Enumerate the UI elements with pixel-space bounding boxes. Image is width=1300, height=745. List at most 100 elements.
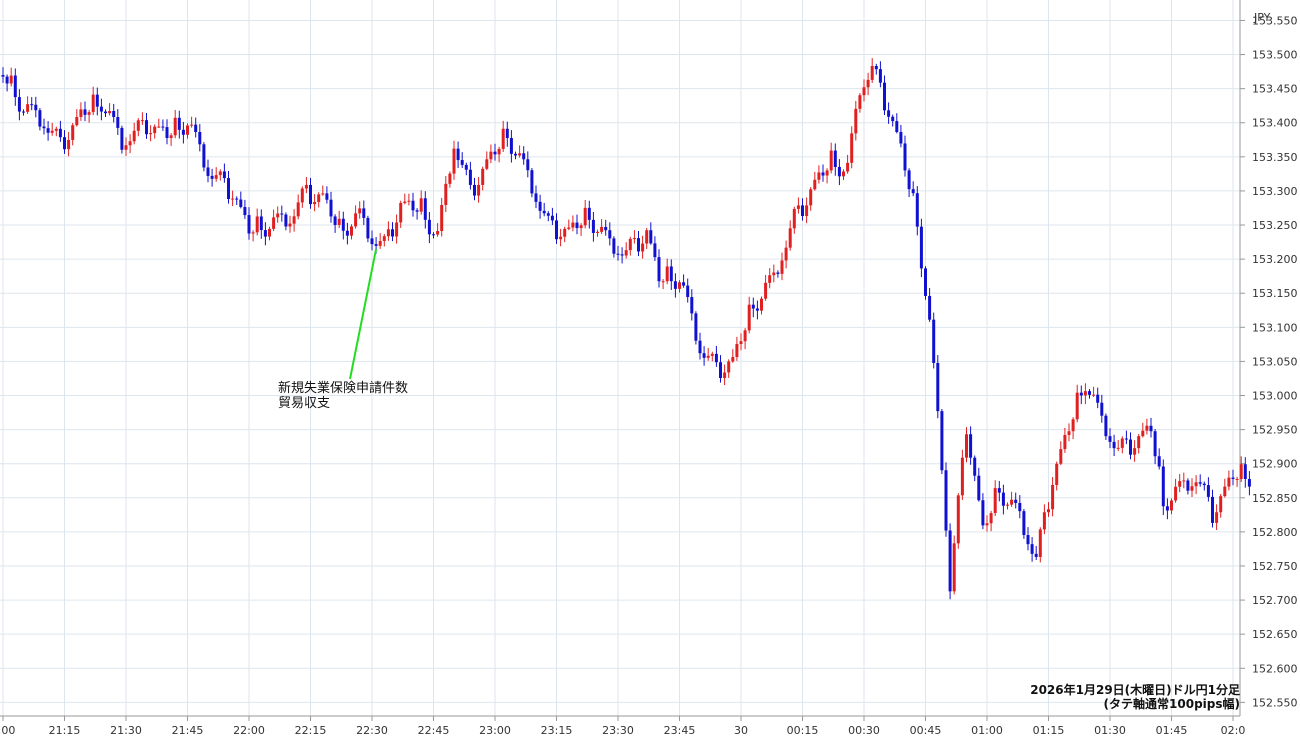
candle-body	[198, 132, 202, 145]
candle-body	[632, 238, 636, 240]
candle-body	[493, 151, 497, 155]
x-tick-label: 01:30	[1094, 724, 1126, 737]
candle-body	[300, 188, 304, 203]
candle-body	[251, 232, 255, 234]
candle-body	[973, 457, 977, 476]
candle-body	[1112, 441, 1116, 449]
candle-body	[944, 470, 948, 531]
candle-body	[341, 218, 345, 231]
candle-body	[915, 193, 919, 227]
x-tick-label: 01:45	[1156, 724, 1188, 737]
candle-body	[1157, 456, 1161, 467]
candle-body	[1079, 392, 1083, 396]
candle-body	[965, 434, 968, 458]
candle-body	[805, 205, 809, 217]
candle-body	[694, 313, 698, 341]
candle-body	[801, 205, 804, 217]
candle-body	[140, 120, 144, 122]
candle-body	[481, 168, 485, 185]
candle-body	[698, 340, 702, 354]
candle-body	[403, 201, 407, 203]
candle-body	[17, 97, 21, 112]
candle-body	[1235, 478, 1239, 480]
candle-body	[165, 127, 169, 139]
candle-body	[874, 66, 878, 70]
candle-body	[292, 216, 296, 224]
candle-body	[887, 110, 891, 117]
candle-body	[149, 133, 153, 135]
candle-body	[259, 216, 263, 231]
y-tick-label: 152.650	[1252, 628, 1298, 641]
candle-body	[83, 109, 87, 115]
candle-body	[739, 341, 743, 344]
x-tick-label: 00:15	[787, 724, 819, 737]
candle-body	[112, 111, 116, 118]
candle-body	[460, 160, 464, 165]
candle-body	[977, 475, 981, 501]
candle-body	[903, 143, 907, 171]
candle-body	[9, 75, 13, 84]
x-tick-label: 00:45	[910, 724, 942, 737]
candle-body	[54, 128, 58, 131]
candle-body	[345, 230, 349, 236]
candle-body	[1038, 529, 1042, 557]
candle-body	[104, 111, 107, 114]
candle-body	[895, 121, 899, 133]
candle-body	[928, 295, 932, 320]
candle-body	[1170, 500, 1173, 511]
candle-body	[116, 117, 120, 128]
candle-body	[608, 230, 612, 239]
candle-body	[1247, 478, 1251, 487]
candle-body	[362, 208, 366, 218]
candle-body	[218, 171, 222, 176]
candle-body	[969, 434, 973, 458]
candle-body	[309, 184, 312, 205]
y-tick-label: 153.550	[1252, 14, 1298, 27]
candle-body	[514, 153, 517, 156]
candle-body	[1063, 434, 1067, 450]
candle-body	[755, 308, 759, 311]
annotation-line-2: 貿易収支	[278, 396, 331, 411]
candle-body	[1223, 486, 1227, 497]
candle-body	[34, 104, 38, 111]
candle-body	[538, 201, 542, 211]
candle-body	[546, 213, 550, 216]
candle-body	[932, 319, 936, 363]
candle-body	[624, 250, 628, 256]
y-tick-label: 153.100	[1252, 321, 1298, 334]
x-tick-label: 23:15	[541, 724, 573, 737]
candle-body	[579, 225, 583, 229]
y-tick-label: 153.150	[1252, 287, 1298, 300]
candle-body	[374, 244, 378, 246]
candle-body	[1092, 394, 1096, 396]
candle-body	[1198, 482, 1202, 484]
candle-body	[1137, 436, 1141, 449]
candle-body	[366, 217, 370, 239]
candle-body	[136, 120, 140, 131]
candle-body	[837, 166, 841, 177]
candle-body	[255, 216, 259, 233]
candle-body	[1034, 553, 1038, 557]
candle-body	[555, 220, 558, 240]
y-tick-label: 153.050	[1252, 355, 1298, 368]
candle-body	[1174, 486, 1178, 501]
candle-body	[690, 297, 694, 314]
candle-body	[120, 127, 124, 150]
candle-body	[99, 106, 103, 112]
candle-body	[661, 281, 665, 283]
candle-body	[489, 151, 493, 160]
candle-body	[288, 223, 292, 227]
candle-body	[813, 179, 817, 190]
candle-body	[522, 153, 526, 160]
caption-line-2: (タテ軸通常100pips幅)	[1103, 697, 1240, 711]
candle-body	[731, 357, 735, 362]
candle-body	[464, 164, 468, 170]
x-tick-label: 01:15	[1033, 724, 1065, 737]
candle-body	[473, 184, 476, 196]
candle-body	[79, 109, 83, 118]
candle-body	[1042, 512, 1046, 530]
x-tick-label: 22:15	[295, 724, 327, 737]
candle-body	[239, 199, 243, 208]
candle-body	[444, 183, 448, 205]
x-tick-label: 00:30	[848, 724, 880, 737]
